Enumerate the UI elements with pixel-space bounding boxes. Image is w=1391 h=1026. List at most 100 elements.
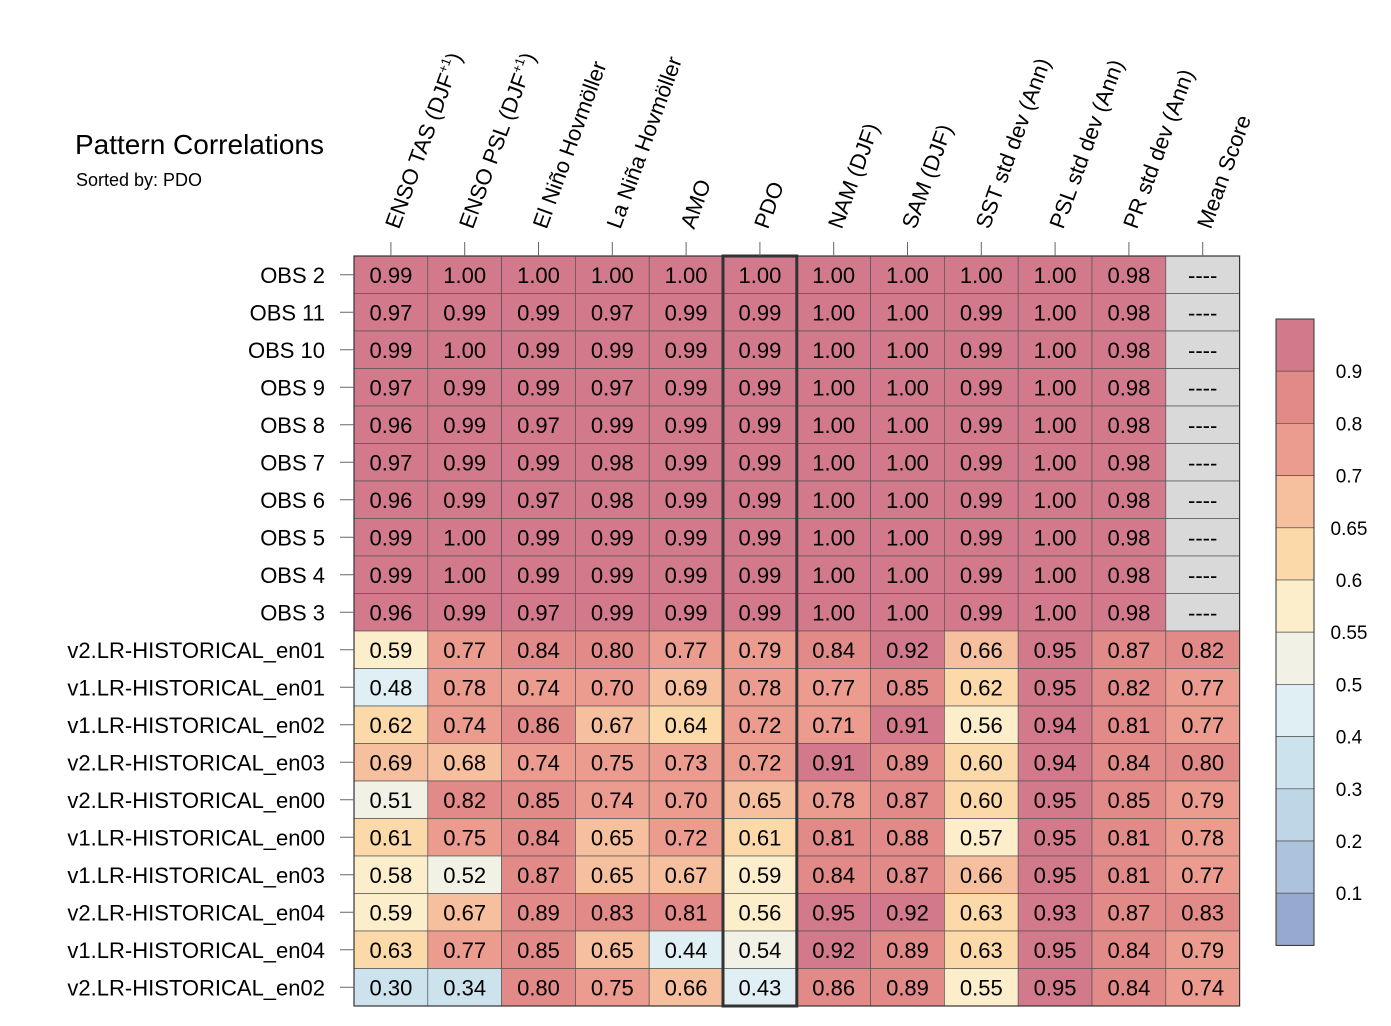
cell-value: 0.98 xyxy=(591,450,634,475)
cell-value: 0.99 xyxy=(443,413,486,438)
row-label: v1.LR-HISTORICAL_en03 xyxy=(67,863,325,888)
heatmap-cell xyxy=(575,255,650,294)
heatmap-cell xyxy=(1091,968,1167,1007)
heatmap-cell xyxy=(648,930,724,969)
heatmap-cell xyxy=(796,930,871,969)
heatmap-cell xyxy=(722,705,798,744)
cell-value: 0.99 xyxy=(517,300,560,325)
heatmap-cell xyxy=(944,630,1019,669)
colorbar-tick-label: 0.6 xyxy=(1336,571,1362,592)
cell-value: 0.51 xyxy=(369,788,412,813)
heatmap-cell xyxy=(870,443,945,482)
heatmap-cell xyxy=(575,968,650,1007)
heatmap-cell xyxy=(501,330,576,369)
heatmap-cell xyxy=(870,405,945,444)
cell-value: 0.99 xyxy=(443,600,486,625)
heatmap-cell xyxy=(870,555,945,594)
colorbar-tick-label: 0.5 xyxy=(1336,675,1362,696)
heatmap-cell xyxy=(1091,930,1167,969)
cell-value: 0.99 xyxy=(738,488,781,513)
heatmap-cell xyxy=(501,555,576,594)
cell-value: 0.99 xyxy=(369,338,412,363)
cell-value: 0.99 xyxy=(738,525,781,550)
heatmap-cell xyxy=(575,330,650,369)
heatmap-cell xyxy=(575,855,650,894)
cell-value: 0.95 xyxy=(1034,638,1077,663)
cell-value: 0.74 xyxy=(517,750,560,775)
heatmap-cell xyxy=(796,405,871,444)
heatmap-cell xyxy=(353,368,429,407)
row-label: OBS 10 xyxy=(248,338,325,363)
cell-value: 0.72 xyxy=(665,825,708,850)
cell-value: 0.81 xyxy=(1107,825,1150,850)
colorbar-tick-label: 0.55 xyxy=(1331,623,1368,644)
cell-value: 0.79 xyxy=(738,638,781,663)
heatmap-cell xyxy=(796,668,871,707)
heatmap-cell xyxy=(870,743,945,782)
cell-value: 0.63 xyxy=(369,938,412,963)
cell-value: 0.61 xyxy=(369,825,412,850)
cell-value: 0.34 xyxy=(443,975,486,1000)
cell-value: 1.00 xyxy=(517,263,560,288)
heatmap-cell xyxy=(427,593,502,632)
cell-value: 0.99 xyxy=(960,338,1003,363)
cell-value: 0.99 xyxy=(738,375,781,400)
heatmap-cell xyxy=(1017,518,1093,557)
cell-value: 0.99 xyxy=(665,450,708,475)
cell-value: 0.66 xyxy=(960,638,1003,663)
heatmap-cell xyxy=(870,818,945,857)
cell-value: 0.99 xyxy=(443,300,486,325)
heatmap-cell xyxy=(575,293,650,332)
cell-value: 0.60 xyxy=(960,788,1003,813)
heatmap-cell xyxy=(648,518,724,557)
row-label: OBS 3 xyxy=(260,600,325,625)
heatmap-cell xyxy=(575,443,650,482)
heatmap-cell xyxy=(944,818,1019,857)
row-label: OBS 4 xyxy=(260,563,325,588)
heatmap-cell xyxy=(1165,443,1240,482)
heatmap-cell xyxy=(648,330,724,369)
row-label: v1.LR-HISTORICAL_en00 xyxy=(67,825,325,850)
cell-value: 0.99 xyxy=(517,375,560,400)
heatmap-cell xyxy=(870,630,945,669)
cell-value: 0.74 xyxy=(443,713,486,738)
row-label: v1.LR-HISTORICAL_en01 xyxy=(67,675,325,700)
heatmap-cell xyxy=(1017,743,1093,782)
cell-value: 1.00 xyxy=(1034,600,1077,625)
heatmap-cell xyxy=(1091,405,1167,444)
cell-value: 0.95 xyxy=(1034,675,1077,700)
cell-value: 0.84 xyxy=(812,863,855,888)
cell-value: 1.00 xyxy=(1034,338,1077,363)
heatmap-cell xyxy=(1017,593,1093,632)
heatmap-cell xyxy=(722,780,798,819)
cell-value: 0.97 xyxy=(591,375,634,400)
cell-value: 0.91 xyxy=(886,713,929,738)
heatmap-cell xyxy=(1017,630,1093,669)
cell-value: 0.85 xyxy=(517,938,560,963)
cell-value: 1.00 xyxy=(443,563,486,588)
cell-value: 0.82 xyxy=(1107,675,1150,700)
heatmap-cell xyxy=(427,555,502,594)
heatmap-cell xyxy=(796,818,871,857)
cell-value: 0.77 xyxy=(1181,713,1224,738)
cell-value: 0.43 xyxy=(738,975,781,1000)
cell-value: 0.74 xyxy=(517,675,560,700)
column-label: PR std dev (Ann) xyxy=(1118,66,1199,232)
heatmap-cell xyxy=(1165,255,1240,294)
column-label: ENSO PSL (DJF+1) xyxy=(453,49,541,232)
cell-value: 0.99 xyxy=(738,450,781,475)
cell-value: 0.71 xyxy=(812,713,855,738)
heatmap-cell xyxy=(501,705,576,744)
colorbar-tick-label: 0.3 xyxy=(1336,780,1362,801)
cell-value: 1.00 xyxy=(886,488,929,513)
cell-value: 0.99 xyxy=(960,300,1003,325)
heatmap-cell xyxy=(944,930,1019,969)
column-label: La Niña Hovmöller xyxy=(602,53,687,232)
heatmap-cell xyxy=(427,705,502,744)
heatmap-cell xyxy=(1091,555,1167,594)
heatmap-cell xyxy=(501,818,576,857)
row-label: v2.LR-HISTORICAL_en01 xyxy=(67,638,325,663)
cell-value: 1.00 xyxy=(886,525,929,550)
heatmap-cell xyxy=(1017,255,1093,294)
heatmap-cell xyxy=(870,705,945,744)
